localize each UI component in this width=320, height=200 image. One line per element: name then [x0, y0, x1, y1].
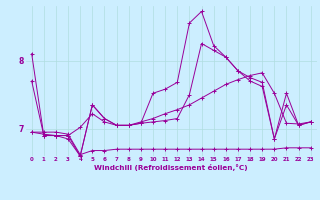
X-axis label: Windchill (Refroidissement éolien,°C): Windchill (Refroidissement éolien,°C) [94, 164, 248, 171]
